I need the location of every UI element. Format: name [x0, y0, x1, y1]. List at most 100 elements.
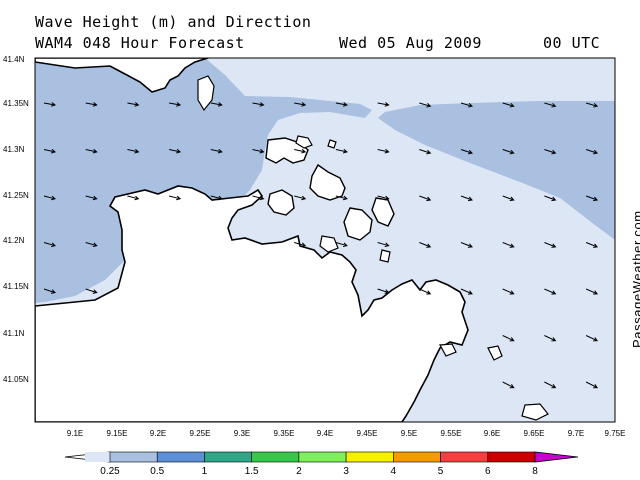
wave-direction-arrow [585, 149, 599, 155]
wave-direction-arrow [127, 102, 140, 107]
wave-direction-arrow [43, 102, 57, 107]
legend-color-cell [109, 451, 158, 463]
legend-label: 0.25 [100, 466, 120, 477]
lon-label: 9.4E [317, 429, 333, 438]
wave-direction-arrow [85, 102, 98, 107]
legend-label: 1.5 [245, 466, 259, 477]
legend-label: 8 [532, 466, 538, 477]
wave-direction-arrow [294, 148, 307, 154]
legend-label: 1 [202, 466, 208, 477]
wave-direction-arrow [294, 195, 307, 201]
wave-direction-arrow [85, 148, 98, 154]
wave-direction-arrow [377, 242, 390, 248]
legend-label: 0.5 [150, 466, 164, 477]
wave-direction-arrow [585, 288, 599, 295]
legend-color-cell [85, 452, 110, 462]
legend-high-arrow-cap [534, 451, 579, 463]
legend-label: 5 [438, 466, 444, 477]
wave-direction-arrow [169, 102, 182, 107]
lat-label: 41.1N [3, 329, 25, 338]
wave-direction-arrow [294, 102, 307, 107]
wave-direction-arrow [544, 381, 557, 389]
legend-label: 2 [296, 466, 302, 477]
lat-axis: 41.4N 41.35N 41.3N 41.25N 41.2N 41.15N 4… [3, 55, 29, 384]
wave-direction-arrow [85, 195, 98, 201]
island-7 [319, 235, 339, 253]
wave-direction-arrow [544, 335, 557, 342]
wave-direction-arrow [419, 102, 432, 108]
island-2 [309, 163, 346, 201]
wave-direction-arrow [335, 148, 348, 154]
lon-label: 9.35E [274, 429, 295, 438]
wave-direction-arrow [168, 148, 182, 154]
map-area [35, 58, 615, 435]
wave-direction-arrow [43, 288, 56, 294]
lat-label: 41.3N [3, 145, 25, 154]
island-13 [521, 403, 549, 421]
wave-direction-arrow [502, 288, 515, 295]
wave-direction-arrow [460, 288, 473, 295]
wave-direction-arrow [419, 242, 432, 248]
wave-direction-arrow [127, 148, 140, 154]
forecast-model: WAM4 048 Hour Forecast [35, 34, 245, 52]
legend-color-cell [298, 451, 347, 463]
wave-direction-arrow [419, 288, 432, 295]
wave-direction-arrow [544, 102, 557, 108]
lon-label: 9.15E [107, 429, 128, 438]
legend-color-cell [487, 451, 536, 463]
legend-color-cell [204, 451, 252, 463]
lon-label: 9.55E [441, 429, 462, 438]
wave-direction-arrow [252, 148, 265, 154]
lon-label: 9.2E [150, 429, 166, 438]
wave-direction-arrow [460, 149, 473, 155]
legend-color-cell [251, 451, 300, 463]
lat-label: 41.35N [3, 99, 29, 108]
wave-direction-arrow [502, 242, 515, 248]
site-credit: PassageWeather.com [630, 210, 640, 348]
island-8 [197, 75, 215, 112]
wave-direction-arrow [210, 102, 223, 107]
island-11 [379, 249, 391, 263]
map-title: Wave Height (m) and Direction [35, 13, 312, 31]
lat-label: 41.2N [3, 236, 25, 245]
lon-label: 9.3E [234, 429, 250, 438]
lat-label: 41.05N [3, 375, 29, 384]
legend-color-cell [156, 451, 205, 463]
island-3 [267, 189, 295, 216]
wave-direction-arrow [335, 102, 348, 107]
wave-direction-arrow [85, 288, 98, 294]
sea-darker-west [35, 58, 372, 303]
island-5 [371, 197, 395, 227]
wave-direction-arrow [210, 195, 223, 201]
land-sardinia [35, 185, 469, 422]
lon-axis: 9.1E 9.15E 9.2E 9.25E 9.3E 9.35E 9.4E 9.… [67, 429, 626, 438]
wave-direction-arrow [503, 429, 514, 435]
legend-color-cell [393, 451, 441, 463]
forecast-time: 00 UTC [543, 34, 601, 52]
lon-label: 9.6E [484, 429, 500, 438]
lon-label: 9.75E [605, 429, 626, 438]
wave-direction-arrow [586, 429, 597, 435]
map-frame [34, 57, 616, 423]
wave-direction-arrow [335, 195, 348, 201]
wave-direction-arrows [43, 102, 599, 435]
island-12 [439, 343, 457, 357]
wave-direction-arrow [168, 195, 182, 201]
wave-direction-arrow [43, 195, 57, 201]
wave-direction-arrow [502, 149, 515, 155]
wave-direction-arrow [585, 195, 599, 202]
wave-direction-arrow [335, 242, 348, 248]
legend-color-cell [440, 451, 489, 463]
lon-label: 9.7E [568, 429, 584, 438]
island-10 [327, 139, 337, 149]
wave-direction-arrow [419, 149, 432, 155]
legend-label: 6 [485, 466, 491, 477]
lon-label: 9.5E [401, 429, 417, 438]
wave-direction-arrow [585, 335, 599, 342]
wave-direction-arrow [294, 242, 307, 248]
lon-label: 9.1E [67, 429, 83, 438]
wave-direction-arrow [377, 288, 390, 294]
wave-direction-arrow [585, 102, 599, 108]
sea-darker-east [378, 101, 615, 240]
